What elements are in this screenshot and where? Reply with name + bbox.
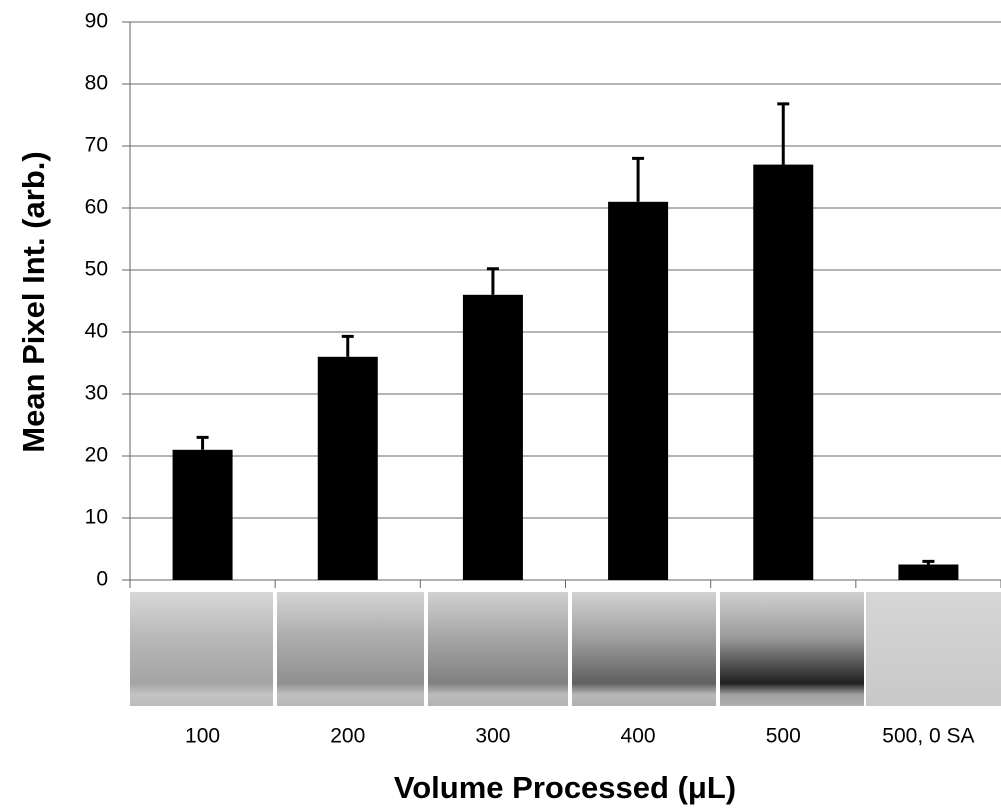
bar	[463, 295, 523, 580]
x-tick-label: 500, 0 SA	[882, 725, 974, 748]
error-bar	[632, 158, 644, 201]
y-tick-label: 80	[85, 72, 108, 95]
x-tick-label: 400	[621, 725, 656, 748]
gel-image	[277, 592, 424, 706]
x-tick-label: 100	[185, 725, 220, 748]
error-bar	[922, 561, 934, 564]
y-tick-label: 10	[85, 506, 108, 529]
y-tick-label: 50	[85, 258, 108, 281]
chart: Volume Processed (μL) Mean Pixel Int. (a…	[0, 0, 1001, 811]
bar	[173, 450, 233, 580]
gel-image	[428, 592, 568, 706]
bar	[608, 202, 668, 580]
y-tick-label: 20	[85, 444, 108, 467]
bar	[898, 565, 958, 581]
y-tick-label: 60	[85, 196, 108, 219]
x-tick-label: 300	[475, 725, 510, 748]
gel-image	[572, 592, 716, 706]
y-axis-title: Mean Pixel Int. (arb.)	[16, 151, 51, 452]
x-tick-label: 200	[330, 725, 365, 748]
bar	[753, 165, 813, 580]
gel-image	[130, 592, 273, 706]
y-tick-label: 40	[85, 320, 108, 343]
x-axis-title: Volume Processed (μL)	[394, 770, 736, 805]
error-bar	[777, 104, 789, 165]
y-tick-label: 90	[85, 10, 108, 33]
y-tick-label: 30	[85, 382, 108, 405]
gel-image	[866, 592, 1001, 706]
gel-image	[720, 592, 864, 706]
error-bar	[487, 269, 499, 295]
x-tick-label: 500	[766, 725, 801, 748]
bar	[318, 357, 378, 580]
error-bar	[342, 336, 354, 356]
error-bar	[197, 437, 209, 449]
y-tick-label: 70	[85, 134, 108, 157]
gel-images	[130, 592, 1001, 706]
y-tick-label: 0	[96, 568, 108, 591]
